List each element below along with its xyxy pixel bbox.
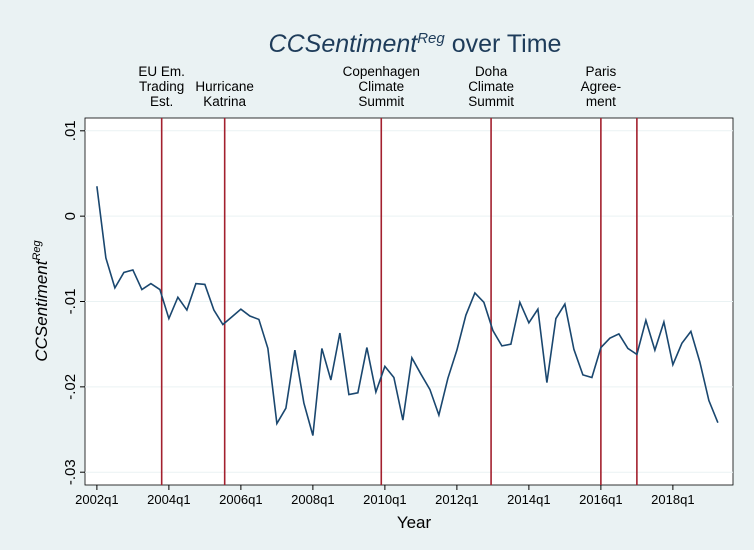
x-tick-label: 2008q1 — [291, 492, 334, 507]
event-label: Paris — [585, 64, 616, 79]
event-label: ment — [586, 94, 616, 109]
event-label: Trading — [139, 79, 184, 94]
x-tick-label: 2018q1 — [651, 492, 694, 507]
event-label: Katrina — [203, 94, 246, 109]
y-tick-label: 0 — [62, 212, 79, 220]
x-tick-label: 2010q1 — [363, 492, 406, 507]
y-tick-label: -.02 — [62, 374, 79, 400]
event-label: Climate — [358, 79, 404, 94]
y-tick-label: .01 — [62, 120, 79, 141]
x-tick-label: 2004q1 — [147, 492, 190, 507]
x-tick-label: 2002q1 — [75, 492, 118, 507]
series-line — [96, 186, 719, 436]
x-axis-label: Year — [397, 513, 432, 532]
event-label: Doha — [475, 64, 508, 79]
event-label: Copenhagen — [343, 64, 420, 79]
chart-title: CCSentimentReg over Time — [269, 30, 562, 58]
event-label: EU Em. — [138, 64, 185, 79]
x-tick-label: 2006q1 — [219, 492, 262, 507]
event-label: Climate — [468, 79, 514, 94]
y-axis-label: CCSentimentReg — [31, 239, 51, 361]
event-label: Summit — [358, 94, 404, 109]
x-tick-label: 2012q1 — [435, 492, 478, 507]
y-tick-label: -.03 — [62, 459, 79, 485]
x-tick-label: 2016q1 — [579, 492, 622, 507]
x-tick-label: 2014q1 — [507, 492, 550, 507]
event-label: Summit — [468, 94, 514, 109]
event-label: Hurricane — [195, 79, 254, 94]
event-label: Est. — [150, 94, 173, 109]
event-label: Agree- — [581, 79, 622, 94]
y-tick-label: -.01 — [62, 289, 79, 315]
